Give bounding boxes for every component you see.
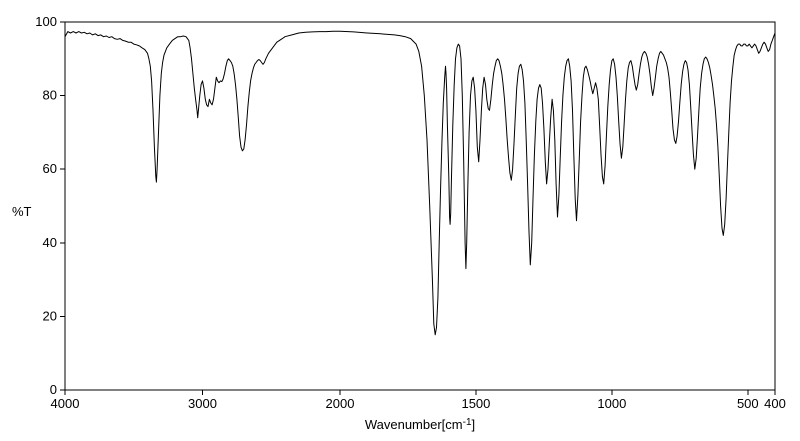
plot-frame	[64, 21, 776, 391]
x-axis-label-base: Wavenumber[cm	[365, 417, 463, 432]
y-axis-label: %T	[12, 204, 32, 219]
y-tick-label: 20	[43, 308, 57, 323]
x-tick-label: 4000	[51, 396, 80, 411]
x-tick-label: 1500	[461, 396, 490, 411]
y-tick-label: 100	[35, 14, 57, 29]
axes: 0 20 40 60 80 100 4000 3000 2000 1500 1000 500 400	[35, 14, 786, 411]
x-tick-label: 3000	[188, 396, 217, 411]
y-tick-label: 60	[43, 161, 57, 176]
y-tick-label: 0	[50, 382, 57, 397]
x-tick-label: 500	[737, 396, 759, 411]
x-axis-label-close: ]	[472, 417, 476, 432]
y-tick-label: 80	[43, 88, 57, 103]
x-tick-label: 1000	[597, 396, 626, 411]
x-axis-label-superscript: -1	[463, 417, 472, 428]
x-tick-label: 2000	[326, 396, 355, 411]
x-axis-label: Wavenumber[cm-1]	[365, 417, 475, 432]
x-tick-label: 400	[764, 396, 786, 411]
y-tick-label: 40	[43, 235, 57, 250]
spectrum-path	[64, 30, 776, 336]
spectrum-curve	[64, 30, 776, 336]
